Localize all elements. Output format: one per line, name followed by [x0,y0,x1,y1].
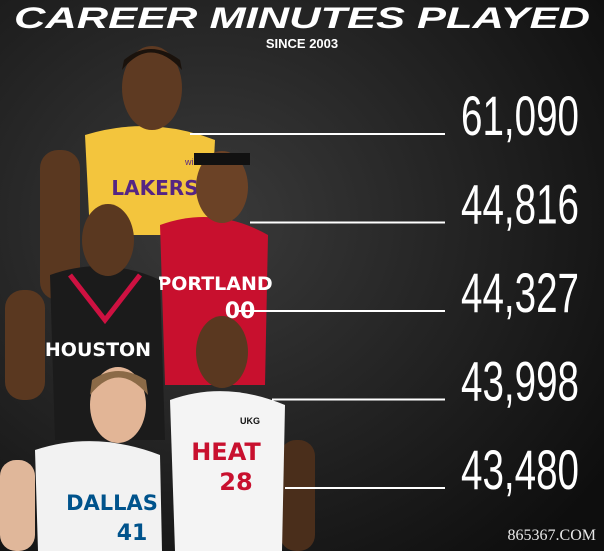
jersey-sponsor: UKG [240,416,260,426]
jersey-text: LAKERS [111,176,198,200]
jersey-text: PORTLAND [157,273,272,295]
jersey-number: 28 [219,468,252,496]
player-heat: HEAT 28 UKG [170,316,315,551]
jersey-number: 41 [117,521,148,546]
watermark: 865367.COM [508,527,596,544]
jersey-text: HOUSTON [45,339,151,361]
jersey-text: DALLAS [66,491,158,515]
subtitle: SINCE 2003 [266,36,338,51]
minutes-value: 44,816 [461,173,579,236]
jersey-text: HEAT [191,438,261,466]
jersey-sponsor: wish [184,157,203,167]
player-dallas: DALLAS 41 [0,367,162,551]
minutes-value: 44,327 [461,261,579,324]
minutes-value: 43,480 [461,438,579,501]
minutes-value: 43,998 [461,350,579,413]
minutes-value: 61,090 [461,84,579,147]
title: CAREER MINUTES PLAYED [14,2,590,35]
minutes-list: 61,090 44,816 44,327 43,998 43,480 [190,84,579,501]
